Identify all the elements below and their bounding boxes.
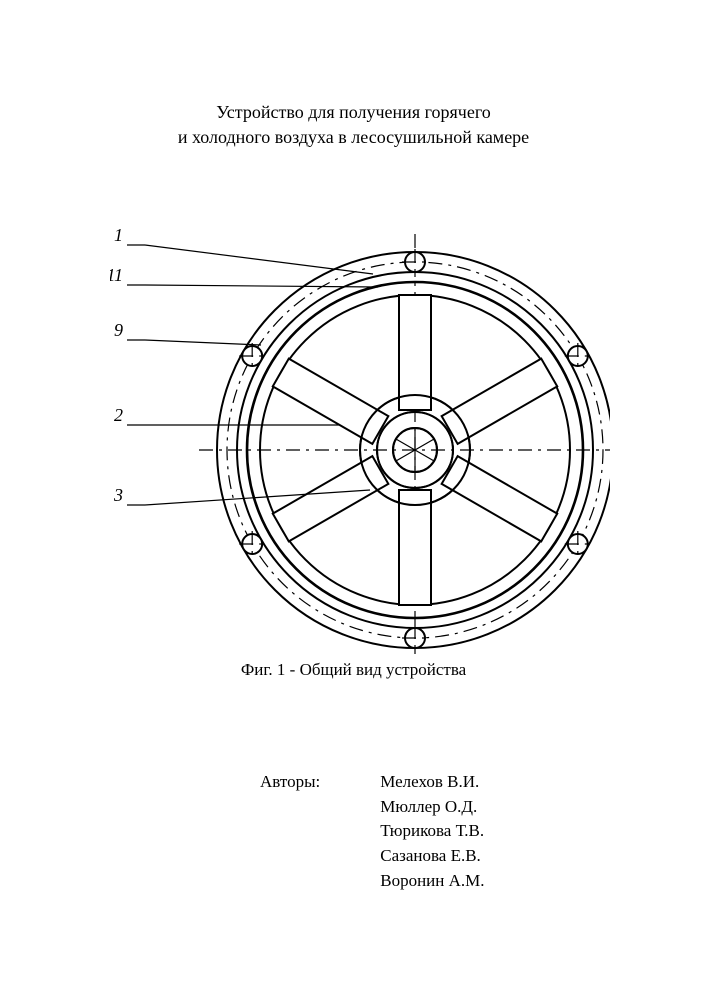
- svg-text:9: 9: [114, 320, 123, 340]
- author-line: Мюллер О.Д.: [380, 795, 484, 820]
- title-line-1: Устройство для получения горячего: [216, 102, 491, 122]
- author-line: Сазанова Е.В.: [380, 844, 484, 869]
- svg-text:1: 1: [114, 225, 123, 245]
- title-line-2: и холодного воздуха в лесосушильной каме…: [178, 127, 529, 147]
- document-title: Устройство для получения горячего и холо…: [0, 100, 707, 150]
- authors-block: Авторы: Мелехов В.И.Мюллер О.Д.Тюрикова …: [260, 770, 485, 893]
- author-line: Тюрикова Т.В.: [380, 819, 484, 844]
- authors-label: Авторы:: [260, 770, 320, 893]
- svg-text:3: 3: [113, 485, 123, 505]
- author-line: Мелехов В.И.: [380, 770, 484, 795]
- figure-caption: Фиг. 1 - Общий вид устройства: [0, 660, 707, 680]
- page: Устройство для получения горячего и холо…: [0, 0, 707, 1000]
- caption-text: Фиг. 1 - Общий вид устройства: [241, 660, 466, 679]
- svg-text:11: 11: [110, 265, 123, 285]
- author-line: Воронин А.М.: [380, 869, 484, 894]
- svg-text:2: 2: [114, 405, 123, 425]
- figure-svg: 111923: [110, 210, 610, 660]
- authors-list: Мелехов В.И.Мюллер О.Д.Тюрикова Т.В.Саза…: [380, 770, 484, 893]
- figure-1: 111923: [110, 210, 610, 660]
